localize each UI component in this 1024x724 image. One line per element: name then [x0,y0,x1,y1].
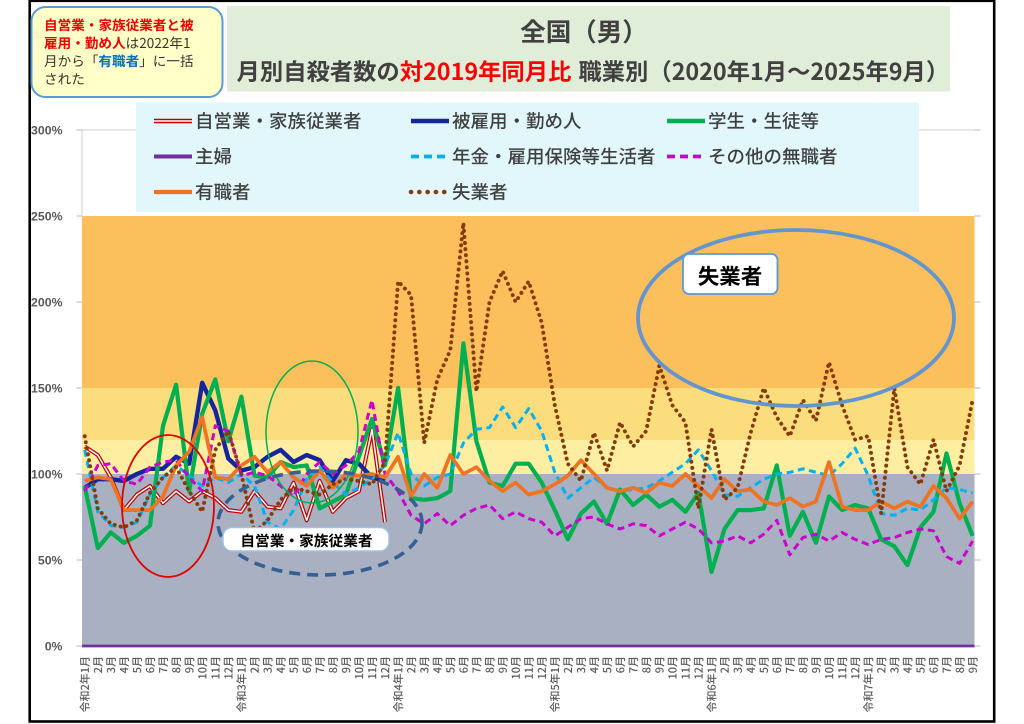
svg-text:300%: 300% [31,124,63,138]
svg-text:0%: 0% [45,640,63,654]
svg-text:200%: 200% [31,296,63,310]
svg-text:100%: 100% [31,468,63,482]
svg-text:150%: 150% [31,382,63,396]
svg-text:50%: 50% [38,554,63,568]
svg-text:250%: 250% [31,210,63,224]
